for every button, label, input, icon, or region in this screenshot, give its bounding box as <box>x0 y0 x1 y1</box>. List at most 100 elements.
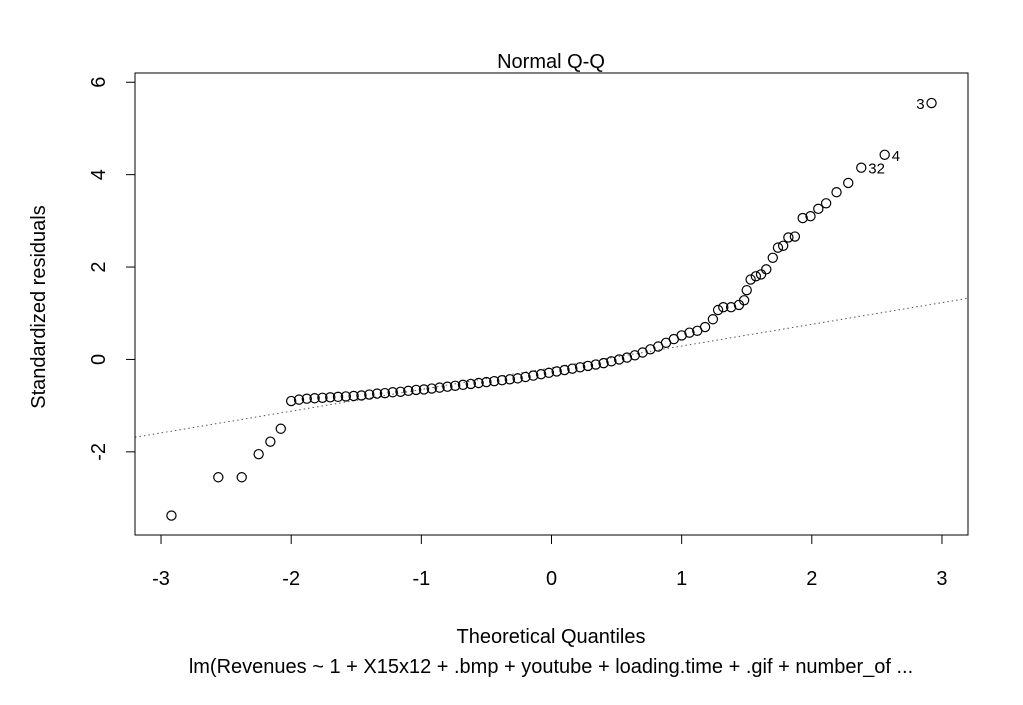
data-point <box>236 472 247 483</box>
data-point <box>317 392 328 403</box>
qq-reference-line <box>134 297 969 438</box>
data-point <box>481 376 492 388</box>
y-axis: -2 0 2 4 6 <box>88 77 136 461</box>
data-point <box>285 395 297 407</box>
data-point <box>387 387 398 398</box>
data-point <box>293 394 305 405</box>
data-point <box>805 211 816 222</box>
data-point <box>543 367 555 379</box>
data-point <box>379 387 391 399</box>
data-point <box>535 369 547 380</box>
data-point <box>253 448 264 460</box>
data-point <box>512 373 523 384</box>
data-point <box>755 269 767 280</box>
point-label: 3 <box>916 96 924 113</box>
plot-box <box>134 72 969 536</box>
data-point <box>426 383 437 394</box>
point-label: 4 <box>892 148 900 165</box>
point-labels: 3 4 32 <box>868 96 924 178</box>
data-point <box>395 386 406 397</box>
data-point <box>590 359 601 370</box>
data-point <box>442 381 453 392</box>
data-point <box>504 374 516 385</box>
x-tick-label: -3 <box>152 568 170 590</box>
data-point <box>551 366 562 377</box>
data-point <box>489 375 500 387</box>
data-point <box>831 186 842 198</box>
data-point <box>783 232 794 243</box>
data-point <box>777 240 789 251</box>
data-point <box>567 363 578 374</box>
data-point <box>725 302 737 313</box>
data-point <box>449 380 461 391</box>
y-tick-label: 0 <box>88 354 110 365</box>
data-point <box>707 314 719 325</box>
data-points <box>166 97 937 521</box>
data-point <box>457 379 469 391</box>
data-point <box>684 327 695 338</box>
data-point <box>309 393 320 404</box>
data-point <box>410 384 422 396</box>
data-point <box>699 321 711 333</box>
reference-line <box>134 297 969 438</box>
data-point <box>340 391 352 402</box>
data-point <box>473 377 484 389</box>
data-point <box>403 385 414 397</box>
data-point <box>621 352 633 363</box>
data-point <box>356 390 367 401</box>
data-point <box>434 382 445 393</box>
x-tick-label: -1 <box>412 568 430 590</box>
data-point <box>843 177 854 189</box>
data-point <box>418 384 430 395</box>
data-point <box>265 436 276 447</box>
data-point <box>275 423 286 434</box>
data-point <box>820 198 832 209</box>
data-point <box>750 271 762 282</box>
x-axis: -3 -2 -1 0 1 2 3 <box>152 534 948 590</box>
data-point <box>520 371 531 383</box>
chart-title: Normal Q-Q <box>497 51 605 73</box>
data-point <box>465 378 477 390</box>
data-point <box>559 364 570 376</box>
data-point <box>767 252 778 263</box>
x-tick-label: -2 <box>282 568 300 590</box>
y-tick-label: -2 <box>88 443 110 461</box>
data-point <box>371 388 383 399</box>
x-tick-label: 3 <box>936 568 947 590</box>
data-point <box>789 231 801 242</box>
data-point <box>813 203 824 215</box>
data-point <box>574 362 586 373</box>
data-point <box>738 295 750 306</box>
y-tick-label: 4 <box>88 169 110 180</box>
data-point <box>741 284 752 296</box>
x-tick-label: 2 <box>806 568 817 590</box>
y-tick-label: 6 <box>88 77 110 88</box>
data-point <box>718 302 729 313</box>
point-label: 32 <box>868 161 885 178</box>
data-point <box>325 392 336 403</box>
data-point <box>166 510 177 521</box>
data-point <box>856 162 867 173</box>
x-tick-label: 1 <box>676 568 687 590</box>
data-point <box>582 360 594 372</box>
x-axis-label: Theoretical Quantiles <box>457 626 646 648</box>
data-point <box>332 391 344 403</box>
data-point <box>301 393 313 404</box>
data-point <box>606 356 617 367</box>
data-point <box>348 390 359 402</box>
data-point <box>772 242 784 253</box>
data-point <box>613 354 625 365</box>
data-point <box>879 149 890 160</box>
data-point <box>761 264 772 275</box>
data-point <box>496 375 508 386</box>
data-point <box>926 97 937 109</box>
data-point <box>745 274 756 285</box>
data-point <box>364 389 375 400</box>
x-tick-label: 0 <box>546 568 557 590</box>
y-axis-label: Standardized residuals <box>28 205 50 408</box>
y-tick-label: 2 <box>88 261 110 272</box>
data-point <box>797 212 808 224</box>
data-point <box>598 357 609 369</box>
data-point <box>213 472 224 483</box>
